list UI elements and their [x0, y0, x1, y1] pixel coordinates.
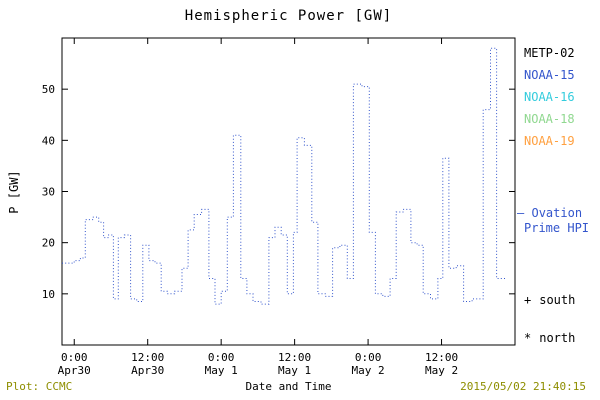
timestamp: 2015/05/02 21:40:15 [460, 380, 586, 393]
x-tick-date-label: Apr30 [58, 364, 91, 377]
x-tick-time-label: 12:00 [425, 351, 458, 364]
x-tick-date-label: May 2 [425, 364, 458, 377]
legend-north-marker: * north [524, 331, 575, 345]
y-tick-label: 40 [42, 134, 55, 147]
chart-title: Hemispheric Power [GW] [184, 8, 393, 24]
legend-item-noaa15: NOAA-15 [524, 68, 575, 82]
x-tick-time-label: 12:00 [131, 351, 164, 364]
x-axis-label: Date and Time [245, 380, 332, 393]
y-tick-label: 30 [42, 186, 55, 199]
plot-credit: Plot: CCMC [6, 380, 73, 393]
legend-south-marker: + south [524, 293, 575, 307]
trace-line-sample: — [517, 206, 525, 220]
asterisk-marker-icon: * [524, 331, 532, 345]
x-tick-date-label: May 1 [278, 364, 311, 377]
legend: METP-02 NOAA-15 NOAA-16 NOAA-18 NOAA-19 [524, 46, 575, 156]
x-tick-time-label: 0:00 [208, 351, 235, 364]
legend-item-noaa19: NOAA-19 [524, 134, 575, 148]
x-tick-time-label: 0:00 [355, 351, 382, 364]
plus-marker-icon: + [524, 293, 532, 307]
y-tick-label: 20 [42, 237, 55, 250]
x-tick-time-label: 12:00 [278, 351, 311, 364]
data-trace [62, 47, 506, 305]
north-label: north [539, 331, 576, 345]
legend-item-metp02: METP-02 [524, 46, 575, 60]
legend-item-noaa18: NOAA-18 [524, 112, 575, 126]
legend-item-noaa16: NOAA-16 [524, 90, 575, 104]
y-tick-label: 50 [42, 83, 55, 96]
ovation-label-2: Prime HPI [524, 221, 590, 235]
x-tick-date-label: May 2 [352, 364, 385, 377]
x-tick-date-label: May 1 [205, 364, 238, 377]
ovation-label-1: Ovation [531, 206, 583, 220]
y-tick-label: 10 [42, 288, 55, 301]
plot-frame [61, 37, 516, 346]
ovation-line1: — Ovation [517, 206, 589, 221]
x-tick-time-label: 0:00 [61, 351, 88, 364]
legend-ovation: — Ovation Prime HPI [517, 206, 589, 236]
x-tick-date-label: Apr30 [131, 364, 164, 377]
south-label: south [539, 293, 576, 307]
